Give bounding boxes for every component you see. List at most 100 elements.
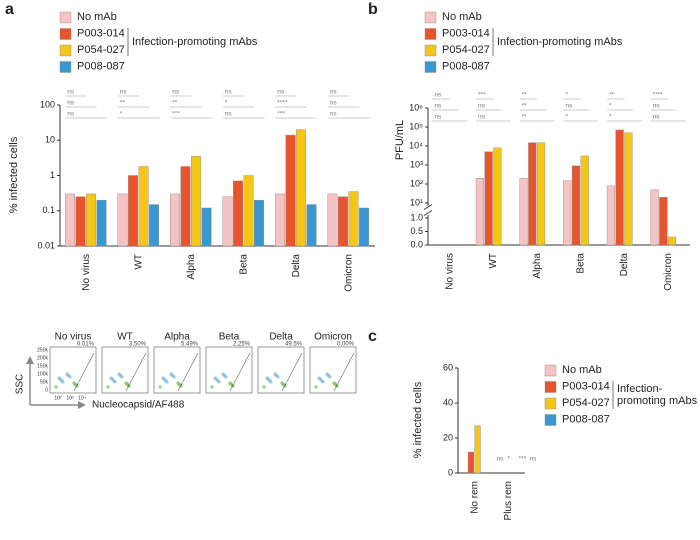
x-tick-label: No rem — [469, 481, 480, 514]
significance: * — [609, 114, 612, 121]
bar — [254, 199, 264, 247]
significance: ns — [172, 89, 180, 96]
flow-dot — [280, 381, 284, 385]
bar — [128, 175, 138, 247]
significance: ns — [653, 103, 661, 110]
legend-swatch — [59, 61, 72, 73]
legend-label: P054-027 — [442, 44, 490, 56]
y-tick-label: 10¹ — [410, 197, 423, 207]
bar — [348, 191, 359, 247]
legend-label: P054-027 — [562, 397, 610, 409]
bar — [338, 196, 348, 247]
axis-break — [423, 210, 433, 216]
flow-y-tick: 100k — [37, 371, 48, 377]
legend-group-label: Infection-promoting mAbs — [132, 36, 258, 48]
flow-dot — [176, 381, 180, 385]
flow-y-label: SSC — [15, 374, 26, 395]
flow-y-tick: 150k — [37, 363, 48, 369]
legend-swatch — [424, 28, 437, 40]
significance: ns — [434, 103, 442, 110]
flow-percent: 49.5% — [285, 342, 303, 348]
x-tick-label: Omicron — [343, 254, 354, 292]
significance: ns — [478, 114, 486, 121]
flow-arrow-head — [78, 401, 86, 409]
flow-gate — [73, 352, 95, 392]
flow-gate — [281, 352, 303, 392]
y-tick-label: 40 — [443, 397, 453, 407]
significance: ** — [522, 114, 528, 121]
significance: **** — [277, 100, 288, 107]
flow-y-tick: 250k — [37, 347, 48, 353]
flow-dot — [117, 372, 121, 376]
flow-plot — [49, 346, 97, 394]
y-tick-label: 10 — [45, 135, 55, 145]
significance: *** — [519, 456, 527, 463]
flow-x-label: Nucleocapsid/AF488 — [92, 400, 185, 411]
flow-percent: 2.25% — [233, 342, 251, 348]
bar — [528, 142, 537, 246]
flow-dot — [54, 385, 58, 389]
y-tick-label: 1 — [50, 170, 55, 180]
flow-dot — [109, 376, 113, 380]
bar — [86, 193, 96, 247]
y-tick-label: 20 — [443, 432, 453, 442]
significance: ns — [67, 111, 75, 118]
flow-dot — [262, 385, 266, 389]
legend-label: No mAb — [562, 364, 602, 376]
flow-gate — [229, 352, 251, 392]
flow-dot — [210, 385, 214, 389]
legend-label: P008-087 — [77, 60, 125, 72]
flow-x-tick: 10⁴ — [78, 395, 86, 401]
significance: ns — [67, 89, 75, 96]
significance: *** — [478, 92, 486, 99]
bar — [667, 236, 677, 246]
x-tick-label: Delta — [291, 254, 302, 278]
bar — [493, 147, 502, 246]
significance: * — [609, 103, 612, 110]
significance: ns — [497, 456, 505, 463]
significance: ** — [172, 100, 178, 107]
panel-letter: c — [368, 328, 377, 345]
y-tick-label: 10⁵ — [409, 121, 423, 131]
y-tick-label: 0.1 — [42, 205, 55, 215]
legend-label: P003-014 — [442, 27, 490, 39]
flow-plot — [101, 346, 149, 394]
legend-label: No mAb — [442, 11, 482, 23]
flow-gate — [333, 352, 355, 392]
bar — [149, 204, 159, 247]
flow-dot — [317, 376, 321, 380]
legend-swatch — [544, 364, 557, 377]
flow-dot — [158, 385, 162, 389]
bar — [624, 132, 633, 246]
significance: ** — [120, 100, 126, 107]
legend-label: P008-087 — [562, 413, 610, 425]
flow-y-tick: 0 — [45, 387, 48, 393]
flow-arrow-head — [26, 356, 34, 364]
significance: * — [225, 100, 228, 107]
significance: ns — [434, 114, 442, 121]
significance: **** — [653, 92, 664, 99]
y-tick-label: 0.01 — [37, 240, 55, 250]
flow-gate — [177, 352, 199, 392]
bar — [233, 180, 243, 247]
bar — [180, 166, 191, 247]
legend-swatch — [544, 381, 557, 393]
flow-dot — [314, 385, 318, 389]
significance: ns — [530, 456, 538, 463]
y-tick-label: 0.5 — [410, 226, 423, 236]
flow-dot — [57, 376, 61, 380]
flow-dot — [325, 372, 329, 376]
legend-swatch — [544, 397, 557, 410]
bar — [275, 193, 285, 247]
bar — [75, 196, 86, 247]
flow-dot — [124, 381, 128, 385]
bar — [201, 207, 212, 247]
bar — [327, 193, 338, 247]
y-axis-title: % infected cells — [8, 136, 20, 213]
flow-plot — [309, 346, 357, 394]
flow-plot — [205, 346, 253, 394]
bar — [222, 196, 233, 247]
bar — [650, 189, 659, 246]
x-tick-label: Delta — [619, 253, 630, 277]
bar — [306, 204, 317, 247]
